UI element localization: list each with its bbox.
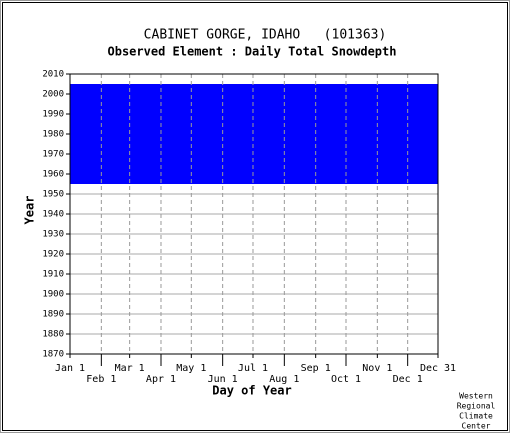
- plot-border: [69, 73, 439, 355]
- source-note: Western: [459, 392, 493, 401]
- y-tick-label: 1880: [42, 330, 64, 340]
- x-tick-label: Mar 1: [115, 363, 145, 374]
- x-tick-label: Nov 1: [362, 363, 392, 374]
- y-tick-label: 1950: [42, 190, 64, 200]
- x-tick-label: Jun 1: [208, 374, 238, 385]
- x-axis-label: Day of Year: [212, 384, 291, 398]
- y-tick-label: 1980: [42, 130, 64, 140]
- y-tick-label: 1920: [42, 250, 64, 260]
- x-tick-label: Dec 1: [393, 374, 423, 385]
- x-tick-label: May 1: [176, 363, 206, 374]
- source-note: Regional: [457, 402, 496, 411]
- x-tick-label: Apr 1: [146, 374, 176, 385]
- x-tick-label: Sep 1: [301, 363, 331, 374]
- y-tick-label: 2000: [42, 90, 64, 100]
- source-note: Climate: [459, 412, 493, 421]
- y-tick-label: 1910: [42, 270, 64, 280]
- y-tick-label: 1940: [42, 210, 64, 220]
- y-axis-label: Year: [23, 196, 37, 225]
- y-tick-label: 2010: [42, 70, 64, 80]
- x-tick-label: Aug 1: [269, 374, 299, 385]
- x-tick-label: Oct 1: [331, 374, 361, 385]
- y-tick-label: 1870: [42, 350, 64, 360]
- y-tick-label: 1900: [42, 290, 64, 300]
- chart-title: CABINET GORGE, IDAHO (101363): [144, 28, 387, 43]
- x-tick-label: Dec 31: [420, 363, 456, 374]
- x-tick-label: Jul 1: [238, 363, 268, 374]
- x-tick-label: Jan 1: [55, 363, 85, 374]
- y-tick-label: 1960: [42, 170, 64, 180]
- chart-subtitle: Observed Element : Daily Total Snowdepth: [108, 45, 397, 59]
- source-note: Center: [462, 422, 491, 431]
- y-tick-label: 1970: [42, 150, 64, 160]
- coverage-block: [70, 84, 438, 184]
- y-tick-label: 1890: [42, 310, 64, 320]
- y-tick-label: 1990: [42, 110, 64, 120]
- y-tick-label: 1930: [42, 230, 64, 240]
- x-tick-label: Feb 1: [86, 374, 116, 385]
